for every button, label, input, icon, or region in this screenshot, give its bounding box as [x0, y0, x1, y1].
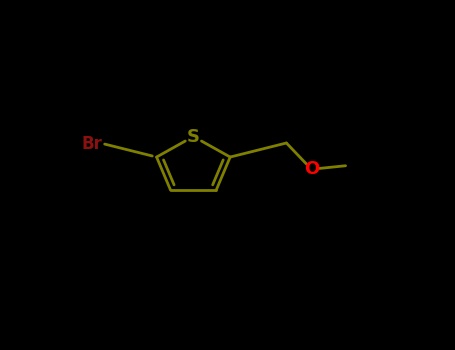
Text: Br: Br	[81, 135, 102, 153]
Text: O: O	[304, 160, 319, 178]
Text: S: S	[187, 127, 200, 146]
